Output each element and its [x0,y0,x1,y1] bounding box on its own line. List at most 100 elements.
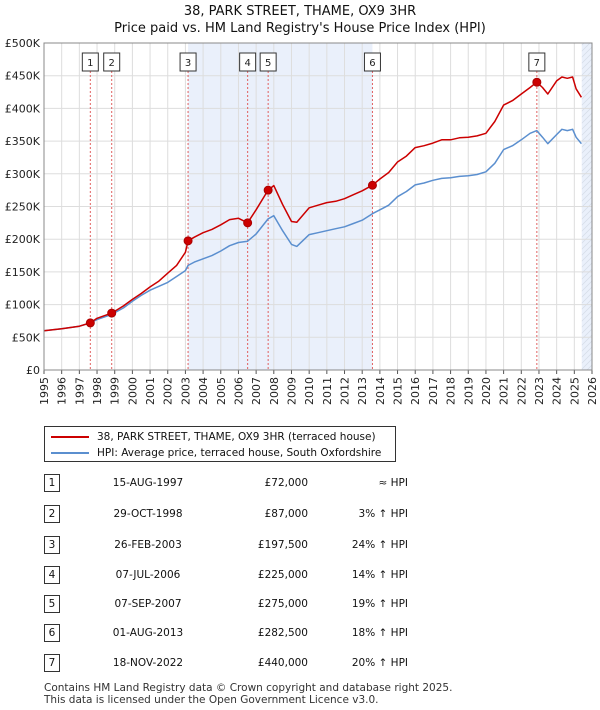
y-tick-label: £400K [5,102,41,115]
transaction-number-badge: 7 [44,654,60,672]
forecast-hatch [581,196,592,208]
chart-subtitle: Price paid vs. HM Land Registry's House … [114,21,486,36]
transaction-label-box [179,52,197,72]
transaction-date: 07-JUL-2006 [115,569,181,581]
forecast-hatch [581,244,592,256]
x-tick-label: 2020 [480,377,493,405]
transaction-hpi-comparison: 20% ↑ HPI [351,657,408,669]
forecast-hatch [581,136,592,148]
transaction-point [85,318,95,328]
forecast-hatch [581,118,592,130]
transaction-price: £282,500 [257,627,308,639]
y-tick-label: £500K [5,37,41,50]
forecast-hatch [581,220,592,232]
transaction-point [263,185,273,195]
transaction-label: 2 [109,58,115,69]
x-tick-label: 2001 [144,377,157,405]
transaction-hpi-comparison: 14% ↑ HPI [351,569,408,581]
transaction-date: 15-AUG-1997 [112,477,184,489]
transaction-number-badge: 1 [44,474,60,492]
forecast-hatch [581,226,592,238]
forecast-hatch [581,64,592,76]
transaction-label: 3 [185,58,191,69]
y-tick-label: £250K [5,201,41,214]
table-row: 2 29-OCT-1998 £87,000 3% ↑ HPI [44,505,584,525]
forecast-hatch [581,274,592,286]
y-tick-label: £150K [5,266,41,279]
x-tick-label: 1995 [38,377,51,405]
forecast-hatch [582,29,592,39]
forecast-hatch [581,76,592,88]
transaction-label: 6 [369,58,375,69]
transaction-date: 07-SEP-2007 [114,598,182,610]
transaction-label-box [259,52,277,72]
forecast-hatch [581,280,592,292]
forecast-hatch [581,304,592,316]
x-tick-label: 1997 [73,377,86,405]
y-tick-label: £50K [12,331,41,344]
forecast-hatch [581,88,592,100]
transaction-number-badge: 5 [44,595,60,613]
forecast-hatch [581,334,592,346]
forecast-hatch [581,154,592,166]
table-row: 7 18-NOV-2022 £440,000 20% ↑ HPI [44,654,584,674]
forecast-hatch [581,286,592,298]
x-tick-label: 2013 [356,377,369,405]
forecast-hatch [581,292,592,304]
chart-legend: 38, PARK STREET, THAME, OX9 3HR (terrace… [44,426,396,462]
x-tick-label: 2018 [445,377,458,405]
forecast-hatch [581,142,592,154]
footer-copyright: Contains HM Land Registry data © Crown c… [44,682,453,694]
legend-swatch-property [51,436,89,438]
forecast-hatch [581,100,592,112]
transaction-label-box [528,52,546,72]
transaction-label: 5 [265,58,271,69]
y-tick-label: £300K [5,168,41,181]
legend-swatch-hpi [51,452,89,454]
transaction-date: 29-OCT-1998 [113,508,183,520]
x-tick-label: 2010 [303,377,316,405]
x-tick-label: 2016 [409,377,422,405]
forecast-hatch [581,214,592,226]
transaction-label-box [239,52,257,72]
table-row: 4 07-JUL-2006 £225,000 14% ↑ HPI [44,566,584,586]
forecast-hatch [581,256,592,268]
y-tick-label: £100K [5,299,41,312]
property-series-line [43,76,583,332]
table-row: 3 26-FEB-2003 £197,500 24% ↑ HPI [44,536,584,556]
transaction-label-box [81,52,99,72]
transaction-label: 1 [87,58,93,69]
chart-title: 38, PARK STREET, THAME, OX9 3HR [183,4,417,19]
x-tick-label: 2017 [427,377,440,405]
forecast-hatch [581,46,592,58]
forecast-hatch [581,238,592,250]
forecast-hatch [581,82,592,94]
transaction-hpi-comparison: ≈ HPI [378,477,408,489]
transaction-price: £440,000 [257,657,308,669]
transaction-price: £87,000 [264,508,308,520]
forecast-hatch [581,322,592,334]
footer: Contains HM Land Registry data © Crown c… [44,682,452,706]
forecast-hatch [581,43,591,52]
forecast-hatch [581,94,592,106]
x-tick-label: 2012 [339,377,352,405]
x-tick-label: 1998 [91,377,104,405]
transaction-price: £225,000 [257,569,308,581]
forecast-hatch [581,112,592,124]
transaction-date: 26-FEB-2003 [114,539,182,551]
x-tick-label: 2002 [162,377,175,405]
x-tick-label: 2005 [215,377,228,405]
y-tick-label: £350K [5,135,41,148]
forecast-hatch [581,268,592,280]
y-tick-label: £0 [26,364,40,377]
table-row: 1 15-AUG-1997 £72,000 ≈ HPI [44,474,584,494]
x-tick-label: 2024 [551,377,564,405]
x-tick-label: 2026 [586,377,599,405]
forecast-hatch [581,352,592,364]
transaction-price: £275,000 [257,598,308,610]
forecast-hatch [581,250,592,262]
transaction-date: 18-NOV-2022 [112,657,184,669]
forecast-hatch [581,58,592,70]
table-row: 5 07-SEP-2007 £275,000 19% ↑ HPI [44,595,584,615]
forecast-hatch [581,190,592,202]
